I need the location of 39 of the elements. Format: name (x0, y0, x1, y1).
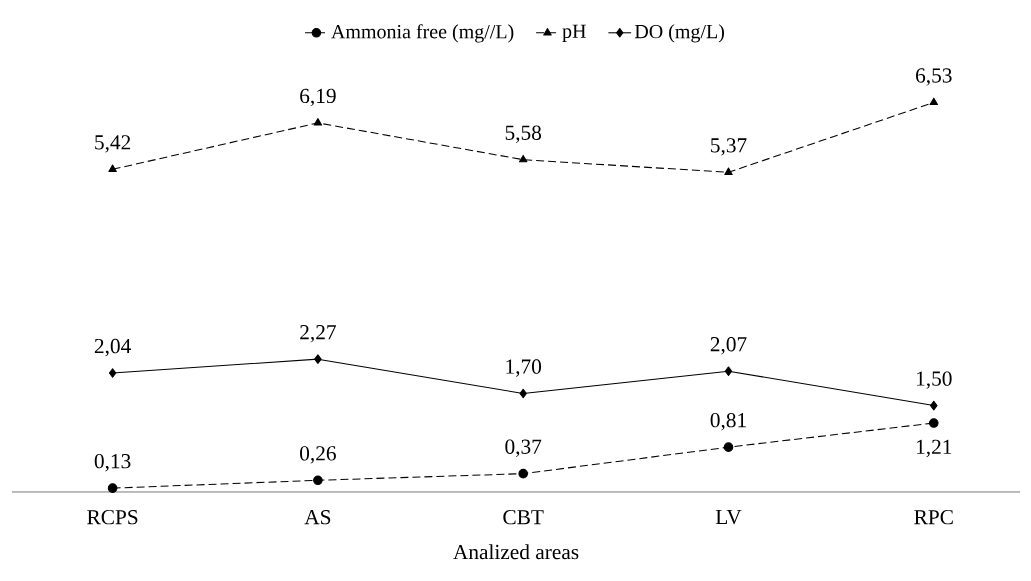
point (724, 167, 733, 175)
point (107, 483, 118, 493)
data-label: 5,37 (711, 138, 747, 156)
legend-label: Ammonia free (mg//L) (331, 24, 514, 43)
point (929, 97, 939, 106)
point (519, 388, 527, 399)
legend-label: pH (562, 24, 586, 42)
point (518, 468, 528, 479)
point (724, 366, 733, 377)
data-label: 2,27 (300, 325, 336, 343)
data-label: 5,42 (95, 135, 131, 153)
point (723, 442, 734, 452)
data-label: 1,50 (917, 371, 952, 389)
data-label: 2,07 (710, 337, 747, 355)
data-label: 6,19 (300, 88, 336, 107)
x-tick-label: LV (715, 510, 742, 525)
data-label: 0,81 (710, 412, 746, 431)
x-axis-title: Analized areas (453, 544, 579, 560)
x-tick-label: AS (304, 510, 331, 525)
point (518, 154, 528, 163)
point (108, 368, 117, 378)
data-label: 0,13 (94, 453, 131, 472)
data-label: 6,53 (916, 68, 952, 86)
x-tick-label: RCPS (87, 510, 138, 525)
legend-label: DO (mg/L) (634, 24, 724, 43)
point (108, 164, 117, 172)
x-tick-label: CBT (503, 510, 544, 525)
point (314, 354, 322, 364)
data-label: 1,70 (506, 359, 542, 377)
data-label: 5,58 (505, 125, 542, 143)
data-label: 2,04 (94, 338, 131, 357)
point (313, 475, 323, 486)
point (928, 418, 939, 428)
data-label: 0,37 (505, 439, 542, 457)
x-tick-label: RPC (914, 510, 953, 525)
point (313, 118, 323, 126)
point (930, 400, 938, 411)
data-label: 1,21 (917, 439, 952, 458)
data-label: 0,26 (300, 446, 336, 464)
